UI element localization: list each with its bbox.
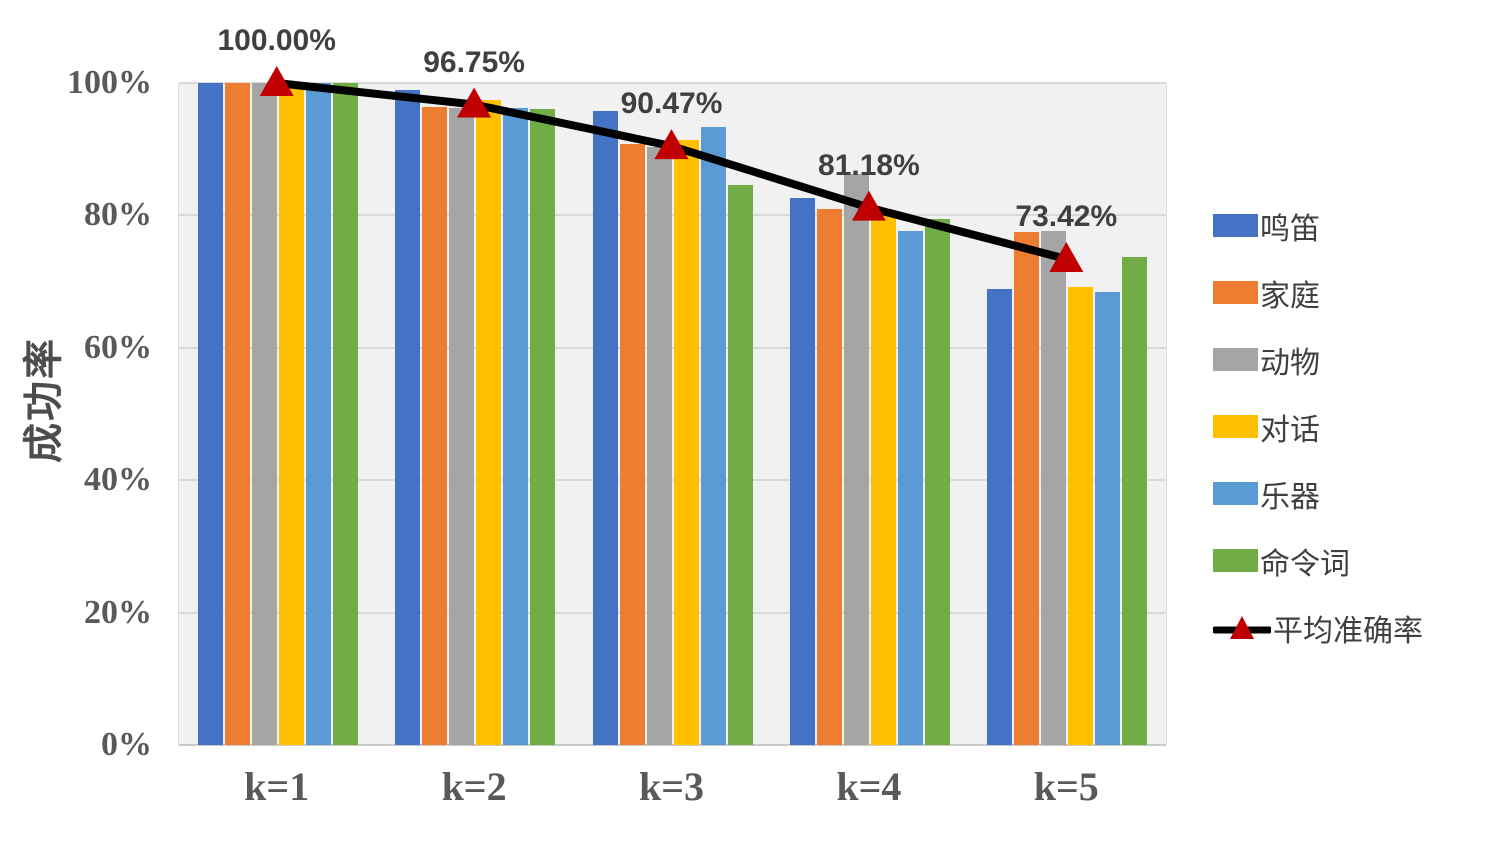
y-tick-20%: 20% <box>84 593 152 631</box>
legend-item-家庭: 家庭 <box>1213 259 1483 326</box>
legend-swatch-icon <box>1213 214 1258 237</box>
legend-swatch-icon <box>1213 415 1258 438</box>
average-value-label-k=1: 100.00% <box>217 24 336 57</box>
legend-label: 动物 <box>1260 346 1320 380</box>
bar-动物-k=1 <box>251 83 277 745</box>
y-tick-100%: 100% <box>67 64 152 101</box>
x-tick-k=5: k=5 <box>1033 764 1099 809</box>
average-value-label-k=2: 96.75% <box>423 45 525 79</box>
bar-对话-k=2 <box>476 100 502 745</box>
average-value-label-k=4: 81.18% <box>818 148 920 182</box>
bar-命令词-k=4 <box>924 218 950 745</box>
bar-动物-k=3 <box>646 147 672 745</box>
bar-乐器-k=2 <box>503 108 529 745</box>
legend-label: 家庭 <box>1260 279 1320 313</box>
legend-line-marker-icon <box>1213 615 1271 639</box>
bar-动物-k=4 <box>843 174 869 745</box>
bar-命令词-k=1 <box>332 83 358 745</box>
bar-鸣笛-k=1 <box>197 83 223 745</box>
gridline-60% <box>179 346 1166 349</box>
legend-swatch-icon <box>1213 348 1258 371</box>
legend-label: 乐器 <box>1260 480 1320 514</box>
bar-鸣笛-k=4 <box>789 197 815 745</box>
bar-乐器-k=3 <box>700 127 726 745</box>
bar-对话-k=4 <box>870 210 896 745</box>
bar-命令词-k=3 <box>727 184 753 745</box>
legend-item-动物: 动物 <box>1213 326 1483 393</box>
legend-label: 对话 <box>1260 413 1320 447</box>
legend-label: 命令词 <box>1260 547 1350 581</box>
y-tick-60%: 60% <box>84 328 152 366</box>
bar-动物-k=5 <box>1041 230 1067 745</box>
y-tick-40%: 40% <box>84 461 152 499</box>
legend-swatch-icon <box>1213 281 1258 304</box>
legend-item-鸣笛: 鸣笛 <box>1213 192 1483 259</box>
bar-动物-k=2 <box>449 108 475 745</box>
legend-swatch-icon <box>1213 549 1258 572</box>
legend-item-平均准确率: 平均准确率 <box>1213 594 1483 661</box>
bar-家庭-k=3 <box>619 143 645 745</box>
average-value-label-k=3: 90.47% <box>620 87 723 121</box>
x-tick-k=2: k=2 <box>441 764 507 809</box>
bar-对话-k=1 <box>278 83 304 745</box>
bar-命令词-k=5 <box>1122 257 1148 745</box>
bar-鸣笛-k=5 <box>987 288 1013 745</box>
legend-item-命令词: 命令词 <box>1213 527 1483 594</box>
bar-家庭-k=4 <box>816 209 842 745</box>
y-tick-80%: 80% <box>84 196 152 234</box>
gridline-0% <box>179 744 1166 746</box>
bar-乐器-k=1 <box>305 83 331 745</box>
gridline-20% <box>179 611 1166 614</box>
bar-家庭-k=5 <box>1014 231 1040 745</box>
legend-item-乐器: 乐器 <box>1213 460 1483 527</box>
bar-乐器-k=5 <box>1095 291 1121 745</box>
bar-命令词-k=2 <box>530 109 556 745</box>
average-value-label-k=5: 73.42% <box>1015 199 1118 233</box>
x-tick-k=1: k=1 <box>244 764 310 809</box>
bar-家庭-k=2 <box>422 106 448 745</box>
gridline-40% <box>179 479 1166 482</box>
y-tick-0%: 0% <box>101 726 152 763</box>
legend-item-对话: 对话 <box>1213 393 1483 460</box>
legend-label: 平均准确率 <box>1273 614 1423 648</box>
x-tick-k=4: k=4 <box>836 764 902 809</box>
bar-对话-k=5 <box>1068 286 1094 745</box>
bar-乐器-k=4 <box>897 230 923 745</box>
x-tick-k=3: k=3 <box>638 764 705 809</box>
bar-鸣笛-k=3 <box>592 111 618 745</box>
legend: 鸣笛家庭动物对话乐器命令词平均准确率 <box>1213 192 1483 661</box>
bar-对话-k=3 <box>673 139 699 745</box>
legend-label: 鸣笛 <box>1260 212 1320 246</box>
plot-area <box>178 82 1167 746</box>
bar-鸣笛-k=2 <box>395 89 421 745</box>
bar-家庭-k=1 <box>224 83 250 745</box>
legend-swatch-icon <box>1213 482 1258 505</box>
